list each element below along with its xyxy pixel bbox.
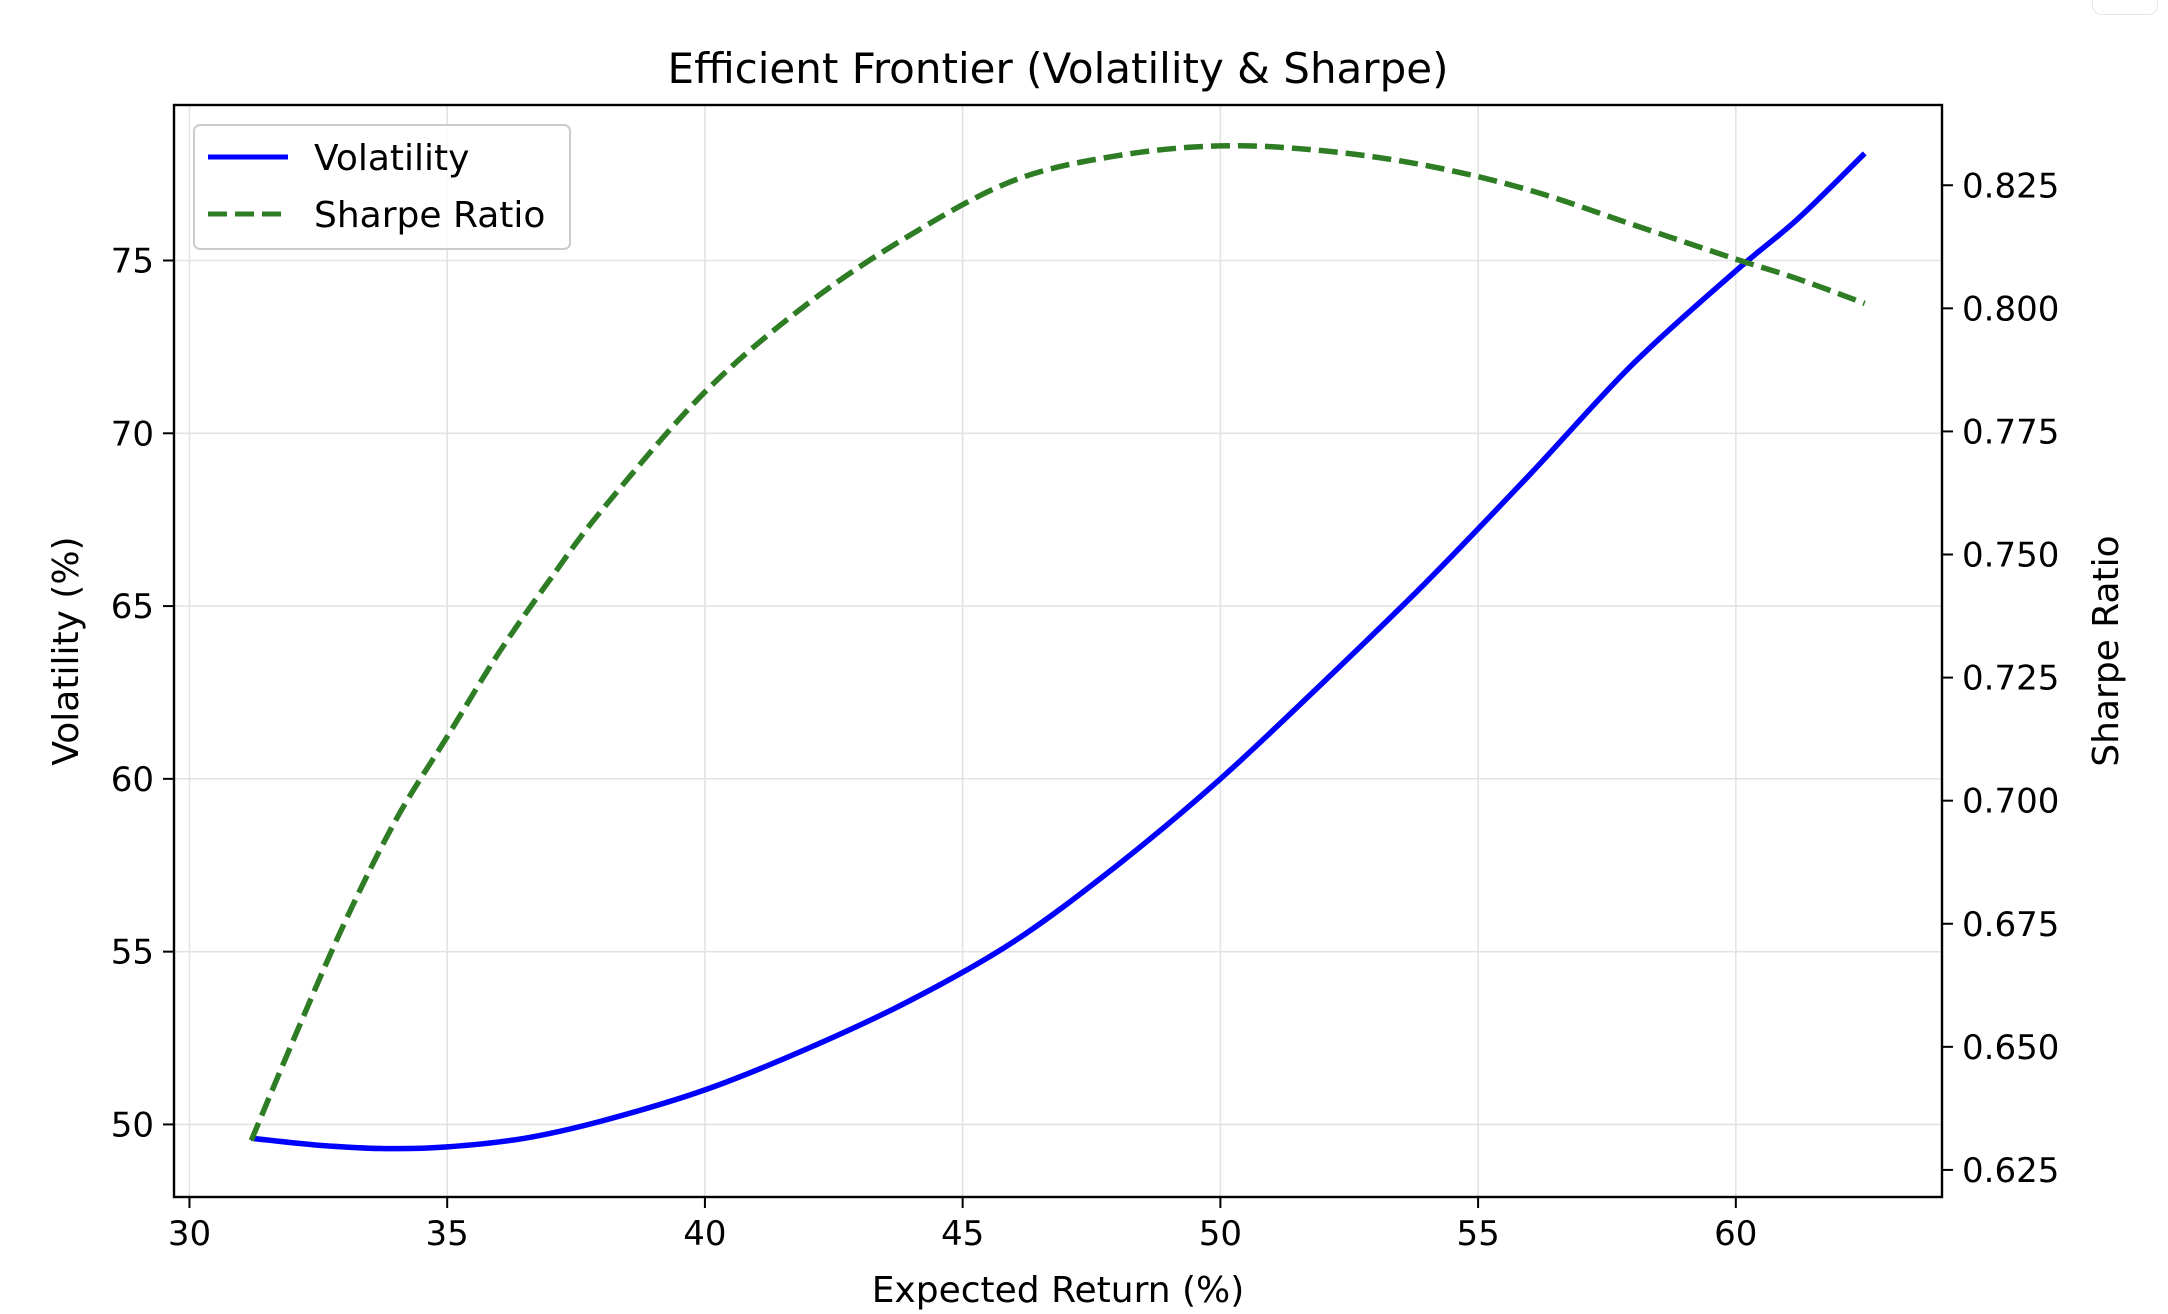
y-tick-label: 55 — [111, 933, 154, 973]
x-tick-label: 35 — [426, 1214, 469, 1254]
series-layer — [248, 142, 1867, 1152]
legend-label-sharpe: Sharpe Ratio — [314, 195, 545, 236]
y2-tick-label: 0.750 — [1962, 536, 2059, 576]
y-tick-label: 75 — [111, 242, 154, 282]
y2-tick-label: 0.675 — [1962, 905, 2059, 945]
y-tick-label: 70 — [111, 414, 154, 454]
y-axis-right-ticks: 0.625 0.650 0.675 0.700 0.725 0.750 0.775 0.800… — [1942, 166, 2059, 1191]
y-tick-label: 65 — [111, 587, 154, 627]
grid-layer — [174, 105, 1942, 1197]
x-tick-label: 45 — [941, 1214, 984, 1254]
y-axis-left-ticks: 50 55 60 65 70 75 — [111, 242, 174, 1145]
legend: Volatility Sharpe Ratio — [193, 124, 571, 250]
y2-tick-label: 0.625 — [1962, 1151, 2059, 1191]
legend-label-volatility: Volatility — [314, 138, 469, 179]
chart-title: Efficient Frontier (Volatility & Sharpe) — [668, 44, 1449, 93]
x-tick-label: 40 — [683, 1214, 726, 1254]
y2-tick-label: 0.825 — [1962, 166, 2059, 206]
x-tick-label: 50 — [1199, 1214, 1242, 1254]
x-tick-label: 60 — [1714, 1214, 1757, 1254]
series-line-volatility — [251, 151, 1867, 1152]
x-tick-label: 30 — [168, 1214, 211, 1254]
y2-tick-label: 0.725 — [1962, 659, 2059, 699]
x-axis-ticks: 30 35 40 45 50 55 60 — [168, 1197, 1757, 1254]
y-tick-label: 60 — [111, 760, 154, 800]
y-axis-right-title: Sharpe Ratio — [2086, 535, 2127, 766]
y-tick-label: 50 — [111, 1105, 154, 1145]
series-line-sharpe-ratio — [248, 142, 1866, 1142]
x-tick-label: 55 — [1456, 1214, 1499, 1254]
y2-tick-label: 0.650 — [1962, 1028, 2059, 1068]
corner-widget — [2092, 0, 2158, 15]
y-axis-left-title: Volatility (%) — [46, 536, 87, 765]
x-axis-title: Expected Return (%) — [872, 1270, 1245, 1311]
y2-tick-label: 0.775 — [1962, 412, 2059, 452]
y2-tick-label: 0.800 — [1962, 289, 2059, 329]
y2-tick-label: 0.700 — [1962, 782, 2059, 822]
plot-frame — [172, 103, 1944, 1199]
